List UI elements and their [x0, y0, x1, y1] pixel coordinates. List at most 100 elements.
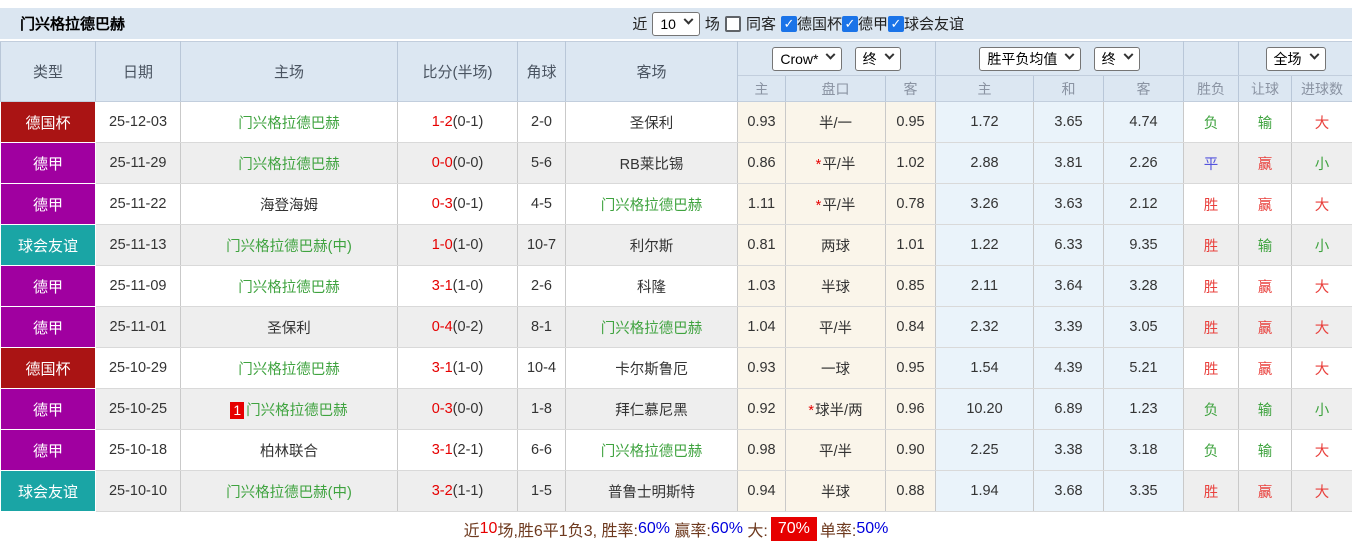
cell-away-team: 科隆: [565, 265, 738, 307]
halftime-score: (0-0): [452, 155, 484, 171]
away-team-name[interactable]: 拜仁慕尼黑: [615, 402, 688, 419]
same-opponent-checkbox[interactable]: [724, 15, 741, 32]
away-team-name[interactable]: 门兴格拉德巴赫: [600, 320, 703, 337]
cell-avg-draw: 3.81: [1033, 142, 1104, 184]
cell-away-odds: 0.88: [885, 470, 936, 512]
cell-avg-draw: 3.68: [1033, 470, 1104, 512]
cell-score: 0-0(0-0): [397, 142, 518, 184]
home-team-name[interactable]: 海登海姆: [260, 197, 318, 214]
handicap-change-star: *: [808, 402, 815, 419]
cell-result: 负: [1183, 388, 1239, 430]
cell-corners: 4-5: [517, 183, 566, 225]
away-team-name[interactable]: 圣保利: [629, 115, 674, 132]
fulltime-score: 3-2: [431, 483, 453, 499]
cell-handicap: 半球: [785, 265, 886, 307]
col-home: 主场: [180, 41, 398, 102]
home-team-name[interactable]: 门兴格拉德巴赫: [238, 361, 340, 378]
home-team-name[interactable]: 圣保利: [267, 320, 311, 337]
cell-avg-away: 3.18: [1103, 429, 1184, 471]
scope-select[interactable]: 全场: [1265, 46, 1326, 71]
cell-date: 25-11-29: [95, 142, 181, 184]
sub-avg-draw: 和: [1033, 75, 1104, 102]
away-team-name[interactable]: 门兴格拉德巴赫: [600, 197, 703, 214]
away-team-name[interactable]: 门兴格拉德巴赫: [600, 443, 703, 460]
cell-result: 平: [1183, 142, 1239, 184]
cell-avg-away: 3.28: [1103, 265, 1184, 307]
home-team-name[interactable]: 门兴格拉德巴赫: [238, 115, 340, 132]
cell-away-odds: 0.95: [885, 347, 936, 389]
league-filter-checkbox[interactable]: ✓: [780, 15, 797, 32]
topbar: 门兴格拉德巴赫 近 10 场 同客 ✓ 德国杯 ✓ 德甲 ✓ 球会友谊: [0, 8, 1352, 41]
recent-count-select[interactable]: 10: [652, 11, 700, 36]
sub-handicap-result: 让球: [1238, 75, 1292, 102]
cell-goals: 小: [1291, 224, 1352, 266]
odds-time-select-1[interactable]: 终: [854, 46, 901, 71]
fulltime-score: 1-0: [431, 237, 453, 253]
cell-date: 25-11-09: [95, 265, 181, 307]
handicap-change-star: *: [815, 156, 822, 173]
cell-home-odds: 0.86: [737, 142, 786, 184]
away-team-name[interactable]: 利尔斯: [629, 238, 674, 255]
away-team-name[interactable]: 卡尔斯鲁厄: [615, 361, 688, 378]
cell-goals: 大: [1291, 265, 1352, 307]
cell-match-type: 德国杯: [0, 347, 96, 389]
away-team-name[interactable]: 科隆: [637, 279, 666, 296]
cell-handicap-result: 输: [1238, 224, 1292, 266]
cell-home-team: 门兴格拉德巴赫(中): [180, 224, 398, 266]
cell-match-type: 德甲: [0, 265, 96, 307]
cell-handicap-result: 输: [1238, 429, 1292, 471]
home-team-name[interactable]: 柏林联合: [260, 443, 318, 460]
league-filter-label: 球会友谊: [903, 16, 964, 33]
cell-away-odds: 0.78: [885, 183, 936, 225]
cell-match-type: 德甲: [0, 429, 96, 471]
handicap-value: 平/半: [822, 197, 856, 214]
table-row: 德甲 25-11-01 圣保利 0-4(0-2) 8-1 门兴格拉德巴赫 1.04 平/半 0.…: [0, 306, 1352, 348]
home-team-name[interactable]: 门兴格拉德巴赫(中): [226, 238, 352, 255]
summary-segment: 场,胜6平1负3,: [497, 522, 602, 540]
cell-avg-draw: 3.65: [1033, 101, 1104, 143]
odds-company-select[interactable]: Crow*: [772, 46, 843, 71]
home-team-name[interactable]: 门兴格拉德巴赫: [238, 279, 340, 296]
home-team-name[interactable]: 门兴格拉德巴赫: [238, 156, 340, 173]
cell-home-team: 柏林联合: [180, 429, 398, 471]
cell-goals: 大: [1291, 183, 1352, 225]
home-team-name[interactable]: 门兴格拉德巴赫(中): [226, 484, 352, 501]
league-filter-checkbox[interactable]: ✓: [841, 15, 858, 32]
rank-badge: 1: [230, 401, 245, 419]
avg-mode-select[interactable]: 胜平负均值: [979, 46, 1082, 71]
cell-corners: 10-7: [517, 224, 566, 266]
cell-avg-away: 3.05: [1103, 306, 1184, 348]
cell-handicap: 两球: [785, 224, 886, 266]
cell-home-team: 门兴格拉德巴赫: [180, 265, 398, 307]
cell-goals: 大: [1291, 306, 1352, 348]
cell-away-odds: 0.85: [885, 265, 936, 307]
odds-time-select-2[interactable]: 终: [1093, 46, 1140, 71]
same-opponent-label: 同客: [745, 16, 776, 33]
league-filter: ✓ 德国杯: [780, 13, 842, 34]
cell-avg-draw: 3.63: [1033, 183, 1104, 225]
cell-avg-draw: 6.33: [1033, 224, 1104, 266]
league-filter-checkbox[interactable]: ✓: [887, 15, 904, 32]
chevron-down-icon: [683, 14, 694, 25]
cell-corners: 6-6: [517, 429, 566, 471]
col-score: 比分(半场): [397, 41, 518, 102]
col-date: 日期: [95, 41, 181, 102]
league-filter: ✓ 球会友谊: [887, 13, 964, 34]
cell-away-team: 门兴格拉德巴赫: [565, 306, 738, 348]
sub-avg-away: 客: [1103, 75, 1184, 102]
home-team-name[interactable]: 门兴格拉德巴赫: [246, 402, 348, 419]
cell-home-odds: 1.03: [737, 265, 786, 307]
cell-handicap-result: 输: [1238, 101, 1292, 143]
cell-corners: 8-1: [517, 306, 566, 348]
odds-company-value: Crow*: [780, 50, 819, 67]
table-row: 德国杯 25-10-29 门兴格拉德巴赫 3-1(1-0) 10-4 卡尔斯鲁厄 0.93 一…: [0, 347, 1352, 389]
cell-date: 25-11-13: [95, 224, 181, 266]
table-row: 球会友谊 25-10-10 门兴格拉德巴赫(中) 3-2(1-1) 1-5 普鲁士明斯特 0…: [0, 470, 1352, 512]
away-team-name[interactable]: 普鲁士明斯特: [608, 484, 695, 501]
cell-avg-draw: 4.39: [1033, 347, 1104, 389]
cell-result: 胜: [1183, 183, 1239, 225]
cell-away-team: 普鲁士明斯特: [565, 470, 738, 512]
chevron-down-icon: [884, 49, 895, 60]
cell-home-team: 门兴格拉德巴赫: [180, 142, 398, 184]
away-team-name[interactable]: RB莱比锡: [619, 156, 684, 173]
